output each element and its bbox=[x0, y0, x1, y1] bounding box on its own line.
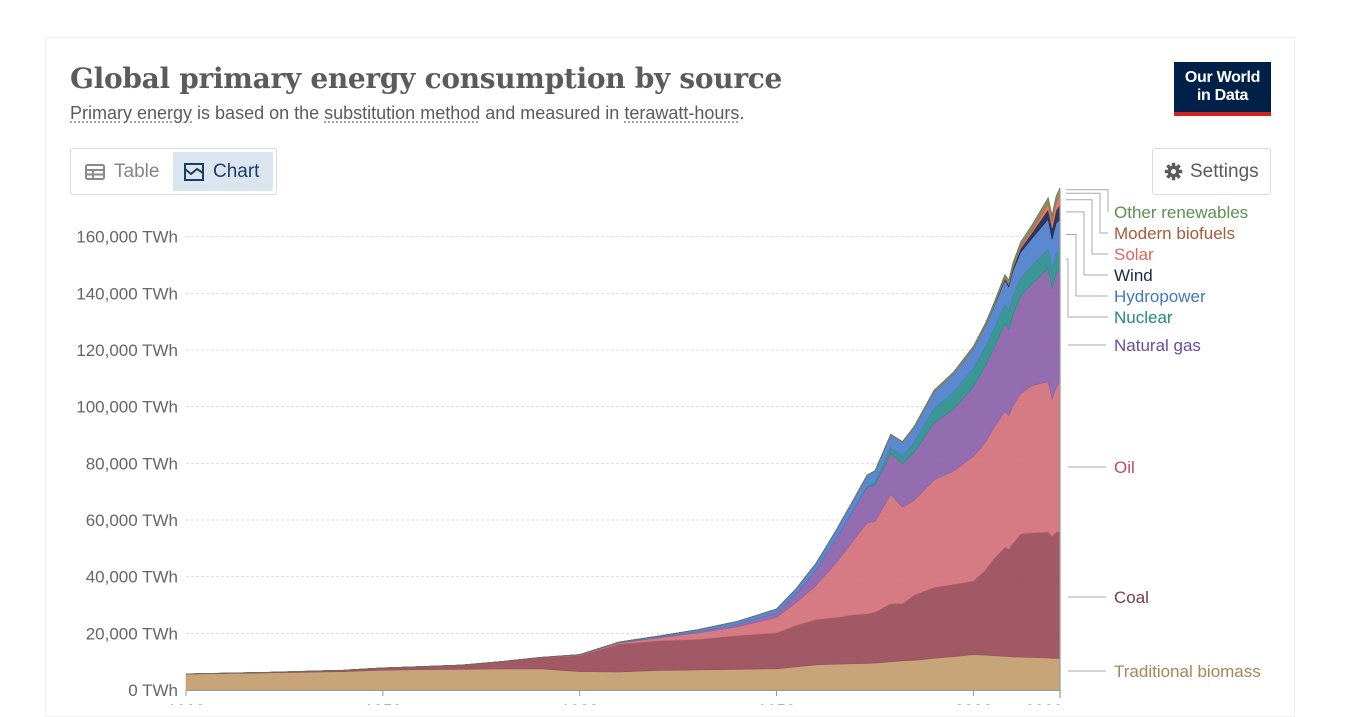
logo-line-2: in Data bbox=[1196, 87, 1249, 104]
chart-subtitle: Primary energy is based on the substitut… bbox=[70, 103, 744, 124]
x-tick-label: 1950 bbox=[758, 701, 796, 705]
series-label-oil[interactable]: Oil bbox=[1114, 458, 1135, 477]
leader-line-wind bbox=[1066, 211, 1108, 276]
y-tick-label: 0 TWh bbox=[128, 681, 178, 700]
tab-chart[interactable]: Chart bbox=[173, 152, 273, 191]
y-tick-label: 100,000 TWh bbox=[76, 398, 178, 417]
terawatt-hours-link[interactable]: terawatt-hours bbox=[624, 103, 740, 123]
y-tick-label: 160,000 TWh bbox=[76, 228, 178, 247]
primary-energy-link[interactable]: Primary energy bbox=[70, 103, 193, 123]
series-label-traditional-biomass[interactable]: Traditional biomass bbox=[1114, 662, 1261, 681]
leader-line-other-renewables bbox=[1066, 189, 1109, 212]
series-label-natural-gas[interactable]: Natural gas bbox=[1114, 336, 1201, 355]
tab-table[interactable]: Table bbox=[74, 152, 172, 191]
y-tick-label: 80,000 TWh bbox=[86, 454, 178, 473]
y-tick-label: 40,000 TWh bbox=[86, 568, 178, 587]
view-tabs: Table Chart bbox=[70, 148, 277, 195]
leader-line-hydropower bbox=[1066, 234, 1108, 297]
logo-line-1: Our World bbox=[1184, 69, 1261, 86]
series-label-nuclear[interactable]: Nuclear bbox=[1114, 308, 1173, 327]
leader-line-nuclear bbox=[1066, 258, 1108, 318]
chart-title: Global primary energy consumption by sou… bbox=[70, 62, 783, 95]
gridlines bbox=[186, 236, 1060, 634]
x-tick-label: 1800 bbox=[167, 701, 205, 705]
substitution-method-link[interactable]: substitution method bbox=[324, 103, 481, 123]
series-labels: Traditional biomass Coal Oil Natural gas Nuc… bbox=[1066, 189, 1261, 681]
y-tick-label: 120,000 TWh bbox=[76, 341, 178, 360]
subtitle-text-1: is based on the bbox=[192, 103, 325, 123]
table-icon bbox=[85, 163, 105, 180]
settings-label: Settings bbox=[1190, 160, 1259, 182]
stack-outline bbox=[185, 187, 1061, 675]
gear-icon bbox=[1164, 162, 1183, 181]
settings-button[interactable]: Settings bbox=[1152, 148, 1271, 195]
x-tick-label: 1900 bbox=[561, 701, 599, 705]
series-label-modern-biofuels[interactable]: Modern biofuels bbox=[1114, 224, 1235, 243]
leader-line-solar bbox=[1066, 199, 1108, 255]
tab-table-label: Table bbox=[114, 160, 160, 182]
x-axis: 1800 1850 1900 1950 2000 2022 bbox=[167, 190, 1063, 705]
subtitle-text-2: and measured in bbox=[480, 103, 625, 123]
subtitle-text-3: . bbox=[739, 103, 745, 123]
series-label-other-renewables[interactable]: Other renewables bbox=[1114, 203, 1248, 222]
y-tick-label: 60,000 TWh bbox=[86, 511, 178, 530]
series-label-coal[interactable]: Coal bbox=[1114, 588, 1149, 607]
y-tick-label: 20,000 TWh bbox=[86, 624, 178, 643]
chart-icon bbox=[184, 162, 204, 181]
series-label-wind[interactable]: Wind bbox=[1114, 266, 1153, 285]
series-label-solar[interactable]: Solar bbox=[1114, 245, 1154, 264]
stacked-areas bbox=[185, 187, 1061, 691]
y-axis-ticks: 0 TWh 20,000 TWh 40,000 TWh 60,000 TWh 80,00… bbox=[76, 228, 178, 700]
x-tick-label: 2000 bbox=[954, 701, 992, 705]
series-label-hydropower[interactable]: Hydropower bbox=[1114, 287, 1206, 306]
owid-logo[interactable]: Our World in Data bbox=[1174, 62, 1271, 116]
leader-line-modern-biofuels bbox=[1066, 192, 1108, 234]
tab-chart-label: Chart bbox=[213, 160, 260, 182]
x-tick-label: 1850 bbox=[364, 701, 402, 705]
y-tick-label: 140,000 TWh bbox=[76, 284, 178, 303]
x-tick-label: 2022 bbox=[1025, 701, 1063, 705]
